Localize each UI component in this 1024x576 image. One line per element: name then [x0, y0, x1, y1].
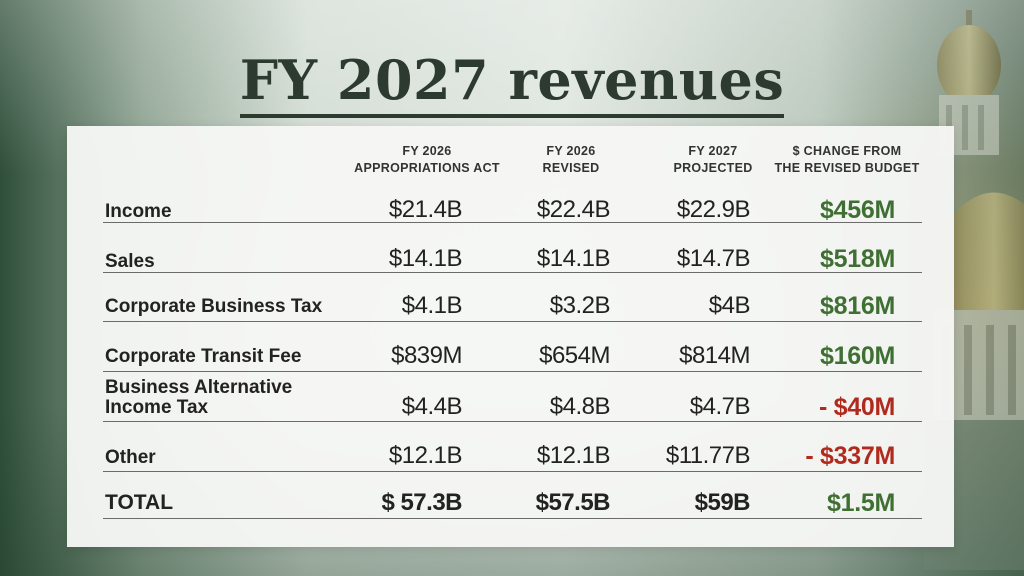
cell-projected: $814M	[679, 342, 750, 369]
cell-act: $14.1B	[388, 245, 463, 272]
table-row	[103, 395, 922, 422]
cell-projected: $14.7B	[676, 245, 751, 272]
cell-revised: $4.8B	[549, 393, 611, 420]
cell-revised: $654M	[539, 342, 610, 369]
cell-projected: $4B	[708, 292, 751, 319]
row-label: Business Alternative Income Tax	[105, 377, 293, 418]
cell-act: $12.1B	[388, 442, 463, 469]
row-label: Income	[105, 201, 172, 222]
column-header-appropriations-act: FY 2026 APPROPRIATIONS ACT	[354, 144, 500, 175]
total-row	[103, 492, 922, 519]
cell-projected: $11.77B	[665, 442, 751, 469]
row-label: Corporate Transit Fee	[105, 346, 302, 367]
cell-projected: $22.9B	[676, 196, 751, 223]
cell-act: $839M	[391, 342, 462, 369]
total-label: TOTAL	[105, 491, 174, 514]
column-header-change: $ CHANGE FROM THE REVISED BUDGET	[774, 144, 920, 175]
table-row	[103, 445, 922, 472]
table-row	[103, 196, 922, 223]
page-title: FY 2027 revenues	[0, 48, 1024, 118]
cell-change: $816M	[820, 292, 895, 320]
cell-act: $4.4B	[401, 393, 463, 420]
row-label: Corporate Business Tax	[105, 296, 323, 317]
cell-act: $4.1B	[401, 292, 463, 319]
cell-revised: $14.1B	[536, 245, 611, 272]
total-projected: $59B	[694, 489, 751, 516]
table-row	[103, 295, 922, 322]
total-act: $ 57.3B	[381, 489, 462, 516]
total-revised: $57.5B	[535, 489, 611, 516]
cell-change: - $40M	[818, 393, 895, 421]
row-label: Sales	[105, 251, 155, 272]
cell-change: $518M	[820, 245, 895, 273]
cell-act: $21.4B	[388, 196, 463, 223]
row-label: Other	[105, 447, 156, 468]
cell-revised: $3.2B	[549, 292, 611, 319]
revenue-table-panel	[67, 126, 954, 547]
cell-revised: $22.4B	[536, 196, 611, 223]
total-change: $1.5M	[827, 489, 895, 517]
cell-change: - $337M	[805, 442, 895, 470]
cell-projected: $4.7B	[689, 393, 751, 420]
column-header-projected: FY 2027 PROJECTED	[673, 144, 753, 175]
cell-change: $456M	[820, 196, 895, 224]
cell-revised: $12.1B	[536, 442, 611, 469]
cell-change: $160M	[820, 342, 895, 370]
column-header-revised: FY 2026 REVISED	[542, 144, 600, 175]
table-row	[103, 345, 922, 372]
table-row	[103, 246, 922, 273]
